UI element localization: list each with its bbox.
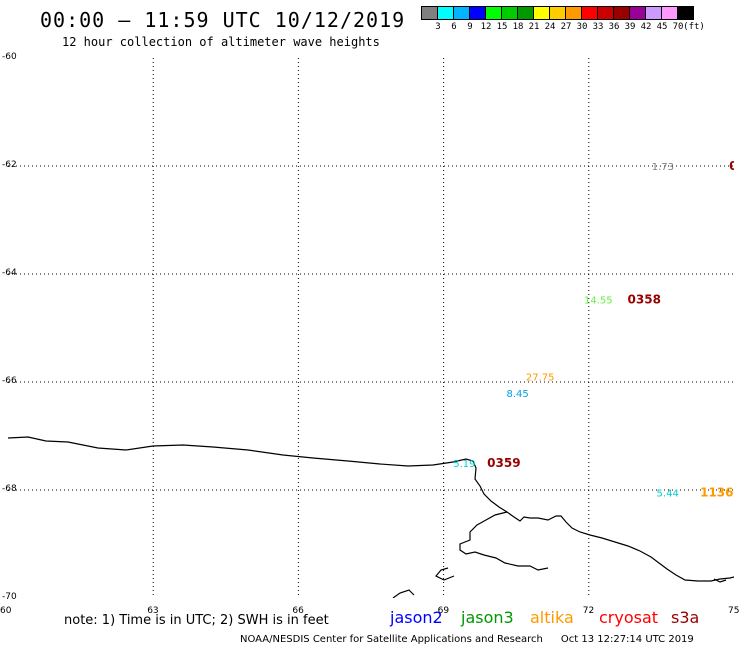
graticule — [8, 58, 734, 598]
satellite-cryosat: cryosat — [599, 608, 659, 627]
color-swatch — [597, 6, 614, 20]
timestamp-text: Oct 13 12:27:14 UTC 2019 — [560, 634, 694, 645]
pass-time-label: 0358 — [628, 292, 661, 306]
color-swatch — [565, 6, 582, 20]
latitude-tick-label: -68 — [2, 484, 17, 494]
lower-coast-path — [392, 589, 415, 598]
color-scale-label: 30 — [576, 22, 588, 32]
color-swatch — [517, 6, 534, 20]
pass-time-label: 0359 — [487, 456, 520, 470]
latitude-tick-label: -70 — [2, 592, 17, 602]
color-scale-label: (ft) — [683, 22, 705, 32]
wave-height-label: 5.19 — [453, 459, 475, 470]
satellite-altika: altika — [530, 608, 574, 627]
color-scale-label: 21 — [528, 22, 540, 32]
latitude-tick-label: -62 — [2, 160, 17, 170]
color-scale-label: 9 — [467, 22, 473, 32]
wave-height-label: 27.75 — [526, 373, 555, 384]
color-scale-label: 42 — [640, 22, 652, 32]
glacier-tongue-path — [459, 511, 549, 571]
plot-area — [8, 58, 734, 598]
color-swatch — [501, 6, 518, 20]
color-swatch — [421, 6, 438, 20]
color-swatch — [645, 6, 662, 20]
latitude-tick-label: -66 — [2, 376, 17, 386]
wave-height-label: 5.44 — [657, 489, 679, 500]
inner-bay-path — [435, 567, 455, 581]
color-scale-label: 33 — [592, 22, 604, 32]
color-swatch — [453, 6, 470, 20]
color-swatch — [613, 6, 630, 20]
color-scale-label: 39 — [624, 22, 636, 32]
color-swatch — [629, 6, 646, 20]
footer: NOAA/NESDIS Center for Satellite Applica… — [240, 634, 694, 645]
color-scale-label: 27 — [560, 22, 572, 32]
color-scale-label: 24 — [544, 22, 556, 32]
color-swatch — [485, 6, 502, 20]
coastline — [8, 436, 734, 598]
color-swatch — [469, 6, 486, 20]
color-scale-label: 70 — [672, 22, 684, 32]
map-plot: 1.73 0 14.55 0358 27.75 8.45 5.19 0359 5.44 1136 — [8, 58, 734, 598]
satellite-jason3: jason3 — [461, 608, 514, 627]
satellite-jason2: jason2 — [390, 608, 443, 627]
color-scale-label: 15 — [496, 22, 508, 32]
longitude-tick-label: 66 — [292, 606, 304, 616]
color-scale-label: 18 — [512, 22, 524, 32]
longitude-tick-label: 72 — [582, 606, 595, 616]
color-scale-label: 12 — [480, 22, 492, 32]
coastline-path — [8, 436, 734, 582]
color-scale-label: 45 — [656, 22, 668, 32]
latitude-tick-label: -60 — [2, 52, 17, 62]
pass-time-label: 0 — [729, 159, 734, 173]
satellite-s3a: s3a — [671, 608, 700, 627]
color-swatch — [549, 6, 566, 20]
wave-height-label: 8.45 — [507, 389, 529, 400]
wave-height-label: 1.73 — [652, 162, 674, 173]
color-scale-labels: 3 6 9 12 15 18 21 24 27 30 33 36 39 42 45 70 (ft) — [422, 22, 740, 34]
units-note: note: 1) Time is in UTC; 2) SWH is in fe… — [64, 613, 329, 628]
observation-labels: 1.73 0 14.55 0358 27.75 8.45 5.19 0359 5.44 1136 — [453, 159, 734, 500]
latitude-tick-label: -64 — [2, 268, 17, 278]
color-scale-label: 3 — [435, 22, 441, 32]
longitude-tick-label: 60 — [0, 606, 12, 616]
map-title: 00:00 – 11:59 UTC 10/12/2019 — [40, 8, 406, 32]
longitude-tick-label: 63 — [147, 606, 159, 616]
pass-time-label: 1136 — [700, 486, 733, 500]
longitude-tick-label: 69 — [437, 606, 450, 616]
credit-text: NOAA/NESDIS Center for Satellite Applica… — [240, 634, 543, 645]
color-scale-legend — [421, 6, 694, 20]
wave-height-label: 14.55 — [584, 295, 613, 306]
color-swatch — [661, 6, 678, 20]
color-swatch — [581, 6, 598, 20]
map-subtitle: 12 hour collection of altimeter wave hei… — [62, 35, 380, 49]
ice-edge-path — [713, 578, 727, 583]
color-scale-label: 36 — [608, 22, 620, 32]
color-swatch — [677, 6, 694, 20]
color-scale-label: 6 — [451, 22, 457, 32]
longitude-tick-label: 75 — [728, 606, 740, 616]
color-swatch — [533, 6, 550, 20]
color-swatch — [437, 6, 454, 20]
